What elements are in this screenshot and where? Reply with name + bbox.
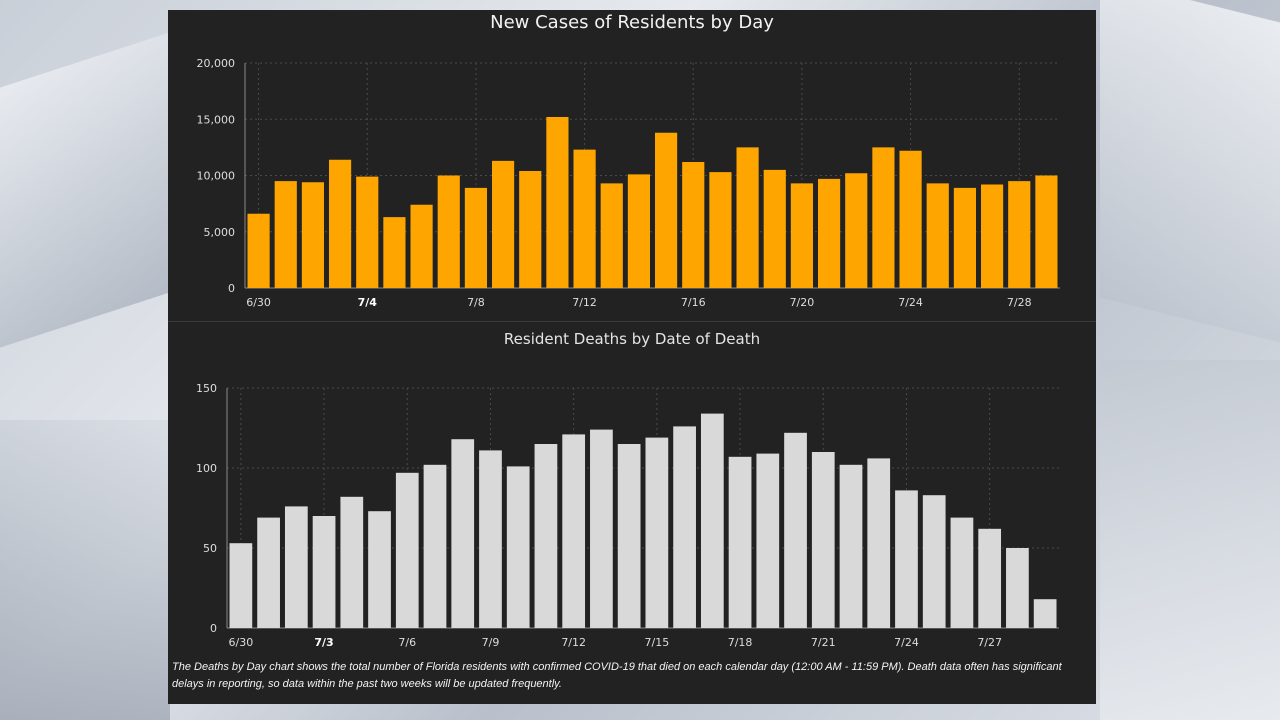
bar[interactable] <box>534 444 558 628</box>
bar[interactable] <box>274 181 297 288</box>
bar[interactable] <box>1035 175 1058 289</box>
deaths-chart-title: Resident Deaths by Date of Death <box>503 330 761 348</box>
bar[interactable] <box>600 183 623 288</box>
bar[interactable] <box>845 173 868 288</box>
bar[interactable] <box>655 132 678 288</box>
bar[interactable] <box>368 511 391 628</box>
bar[interactable] <box>1006 548 1029 628</box>
bar[interactable] <box>562 434 586 628</box>
cases-chart: 0 5,000 10,000 15,000 20,000 6/30 7/4 7/8 7/12 7/… <box>197 57 1060 309</box>
background-shape <box>1100 360 1280 720</box>
y-tick-label: 150 <box>196 382 217 395</box>
bar[interactable] <box>1008 181 1031 288</box>
deaths-chart: 0 50 100 150 6/30 7/3 7/6 7/9 7/12 7/15 7/18 7/21 7/… <box>196 382 1059 649</box>
bar[interactable] <box>546 117 569 288</box>
bar[interactable] <box>811 452 835 628</box>
bar[interactable] <box>953 187 976 288</box>
bar[interactable] <box>700 413 724 628</box>
y-tick-label: 20,000 <box>197 57 236 70</box>
x-tick-label: 7/24 <box>894 636 919 649</box>
y-tick-label: 15,000 <box>197 113 236 126</box>
background-shape <box>1100 0 1280 343</box>
x-tick-label: 7/6 <box>398 636 416 649</box>
bar[interactable] <box>818 178 841 288</box>
y-tick-label: 5,000 <box>204 226 236 239</box>
bar[interactable] <box>682 162 705 288</box>
x-tick-label: 6/30 <box>229 636 254 649</box>
bar[interactable] <box>645 437 669 628</box>
bar[interactable] <box>950 517 974 628</box>
bar[interactable] <box>437 175 460 289</box>
x-tick-label: 6/30 <box>246 296 271 309</box>
x-tick-label: 7/20 <box>790 296 815 309</box>
bar[interactable] <box>978 528 1002 628</box>
bar[interactable] <box>506 466 530 628</box>
bar[interactable] <box>627 174 650 288</box>
x-tick-label: 7/21 <box>811 636 836 649</box>
bar[interactable] <box>736 147 759 288</box>
bar[interactable] <box>573 149 596 288</box>
x-tick-label: 7/12 <box>561 636 586 649</box>
bar[interactable] <box>617 444 641 628</box>
background-shape <box>0 32 170 348</box>
bar[interactable] <box>301 182 324 288</box>
bar[interactable] <box>784 432 807 628</box>
bar[interactable] <box>756 453 780 628</box>
bar[interactable] <box>728 456 752 628</box>
bar[interactable] <box>673 426 696 628</box>
y-tick-label: 0 <box>228 282 235 295</box>
bar[interactable] <box>839 464 863 628</box>
background-shape <box>0 420 170 720</box>
bar[interactable] <box>479 450 502 628</box>
bar[interactable] <box>383 217 406 288</box>
bar[interactable] <box>451 439 475 628</box>
x-tick-label: 7/3 <box>314 636 333 649</box>
bar[interactable] <box>312 516 336 628</box>
x-tick-label: 7/24 <box>898 296 923 309</box>
bar[interactable] <box>922 495 946 628</box>
bar[interactable] <box>229 543 253 628</box>
bar[interactable] <box>257 517 280 628</box>
bar[interactable] <box>395 472 419 628</box>
deaths-footnote: The Deaths by Day chart shows the total … <box>172 661 1062 690</box>
y-tick-label: 100 <box>196 462 217 475</box>
bar[interactable] <box>423 464 447 628</box>
cases-chart-title: New Cases of Residents by Day <box>490 12 774 33</box>
bar[interactable] <box>872 147 895 288</box>
bar[interactable] <box>1033 599 1057 628</box>
x-tick-label: 7/8 <box>467 296 485 309</box>
x-tick-label: 7/27 <box>977 636 1002 649</box>
x-tick-label: 7/18 <box>728 636 753 649</box>
x-tick-label: 7/9 <box>482 636 500 649</box>
bar[interactable] <box>895 490 918 628</box>
y-tick-label: 10,000 <box>197 170 236 183</box>
bar[interactable] <box>284 506 308 628</box>
bar[interactable] <box>981 184 1004 289</box>
bar[interactable] <box>492 160 515 288</box>
bar[interactable] <box>790 183 813 288</box>
x-tick-label: 7/4 <box>358 296 378 309</box>
bar[interactable] <box>356 176 379 288</box>
x-tick-label: 7/28 <box>1007 296 1032 309</box>
bar[interactable] <box>329 159 352 288</box>
bar[interactable] <box>899 150 922 288</box>
bar[interactable] <box>519 171 542 288</box>
y-tick-label: 50 <box>203 542 217 555</box>
bar[interactable] <box>340 496 364 628</box>
chart-divider <box>168 321 1096 322</box>
dashboard-panel: New Cases of Residents by Day 0 5,000 10,0… <box>168 10 1096 704</box>
x-tick-label: 7/12 <box>572 296 597 309</box>
x-tick-label: 7/15 <box>645 636 670 649</box>
y-tick-label: 0 <box>210 622 217 635</box>
bar[interactable] <box>247 213 270 288</box>
bar[interactable] <box>867 458 891 628</box>
bar[interactable] <box>763 169 786 288</box>
x-tick-label: 7/16 <box>681 296 706 309</box>
bar[interactable] <box>590 429 613 628</box>
bar[interactable] <box>926 183 949 288</box>
bar[interactable] <box>709 172 732 288</box>
bar[interactable] <box>464 187 487 288</box>
bar[interactable] <box>410 204 433 288</box>
